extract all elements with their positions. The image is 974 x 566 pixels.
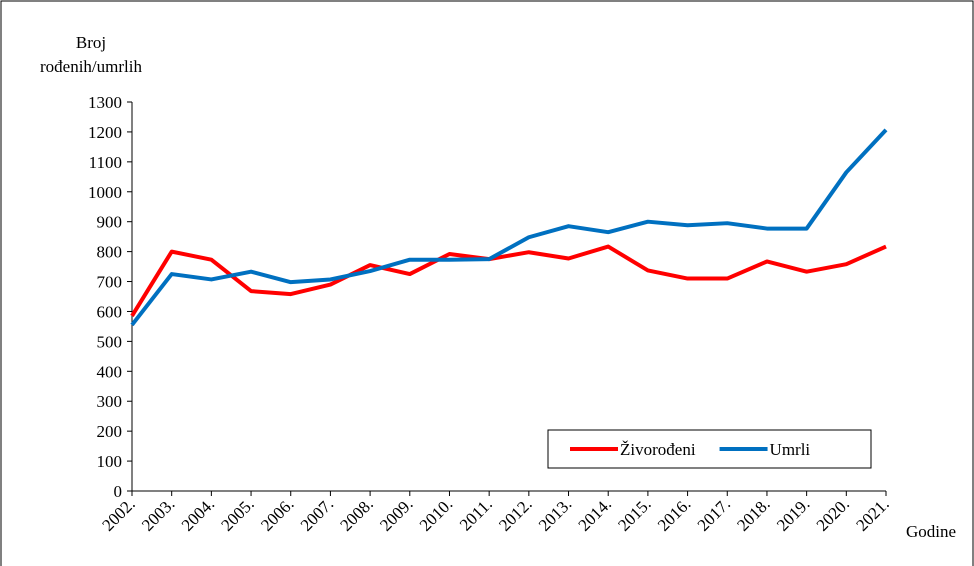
y-tick-label: 0 xyxy=(114,482,123,501)
x-tick-label: 2004. xyxy=(178,494,218,534)
y-tick-label: 700 xyxy=(97,273,123,292)
legend-label: Živorođeni xyxy=(620,440,696,459)
y-tick-label: 400 xyxy=(97,362,123,381)
x-tick-label: 2019. xyxy=(773,494,813,534)
x-tick-label: 2018. xyxy=(733,494,773,534)
x-tick-label: 2020. xyxy=(813,494,853,534)
y-tick-label: 600 xyxy=(97,302,123,321)
series-line xyxy=(130,244,887,318)
y-axis-title: Broj xyxy=(76,33,106,52)
x-tick-label: 2013. xyxy=(535,494,575,534)
x-tick-label: 2014. xyxy=(575,494,615,534)
x-tick-label: 2003. xyxy=(138,494,178,534)
y-tick-label: 1300 xyxy=(88,93,122,112)
y-tick-label: 100 xyxy=(97,452,123,471)
x-tick-label: 2009. xyxy=(376,494,416,534)
x-tick-label: 2008. xyxy=(336,494,376,534)
x-tick-label: 2006. xyxy=(257,494,297,534)
x-tick-label: 2016. xyxy=(654,494,694,534)
series-line xyxy=(130,128,888,327)
x-tick-label: 2010. xyxy=(416,494,456,534)
y-tick-label: 300 xyxy=(97,392,123,411)
y-tick-label: 200 xyxy=(97,422,123,441)
x-tick-label: 2007. xyxy=(297,494,337,534)
x-tick-label: 2021. xyxy=(852,494,892,534)
y-tick-label: 900 xyxy=(97,213,123,232)
y-tick-label: 1200 xyxy=(88,123,122,142)
x-axis-title: Godine xyxy=(906,522,956,541)
x-tick-label: 2015. xyxy=(614,494,654,534)
legend-label: Umrli xyxy=(770,440,811,459)
x-tick-label: 2002. xyxy=(98,494,138,534)
y-tick-label: 1100 xyxy=(89,153,122,172)
x-tick-label: 2011. xyxy=(456,494,496,534)
x-tick-label: 2017. xyxy=(694,494,734,534)
y-tick-label: 1000 xyxy=(88,183,122,202)
x-tick-label: 2005. xyxy=(217,494,257,534)
y-axis-title: rođenih/umrlih xyxy=(40,57,142,76)
y-tick-label: 800 xyxy=(97,243,123,262)
y-tick-label: 500 xyxy=(97,332,123,351)
x-tick-label: 2012. xyxy=(495,494,535,534)
